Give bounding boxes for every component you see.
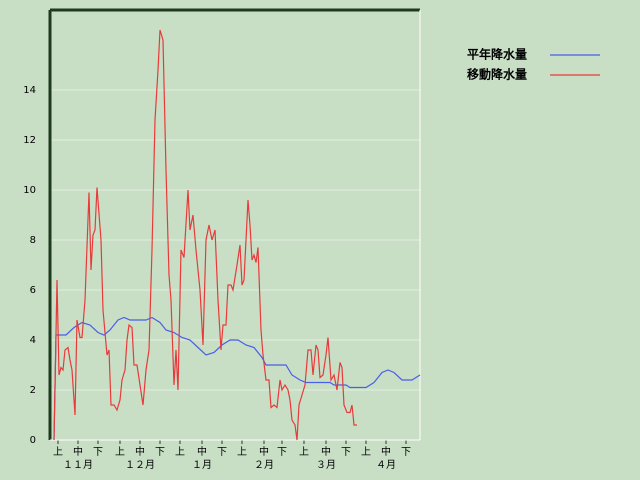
month-label: １１月	[63, 459, 93, 471]
month-label: １月	[192, 459, 212, 471]
x-tick-label: 上	[53, 446, 63, 458]
y-tick-label: 2	[30, 385, 36, 396]
x-tick-label: 上	[115, 446, 125, 458]
x-tick-label: 下	[93, 447, 103, 458]
y-tick-label: 14	[23, 85, 36, 96]
x-tick-label: 中	[321, 445, 331, 458]
y-tick-label: 0	[30, 435, 36, 446]
data-line	[53, 316, 421, 441]
month-label: ４月	[376, 459, 396, 471]
month-label: ３月	[316, 459, 336, 471]
x-tick-label: 中	[381, 445, 391, 458]
x-tick-label: 下	[155, 447, 165, 458]
y-tick-label: 6	[30, 285, 36, 296]
x-tick-label: 中	[73, 445, 83, 458]
x-tick-label: 下	[277, 447, 287, 458]
x-tick-label: 上	[175, 446, 185, 458]
y-tick-label: 12	[23, 135, 36, 146]
y-tick-label: 8	[30, 235, 36, 246]
legend-label: 移動降水量	[467, 67, 527, 82]
x-tick-label: 下	[401, 447, 411, 458]
x-tick-label: 中	[135, 445, 145, 458]
y-tick-label: 10	[23, 185, 36, 196]
month-label: ２月	[254, 459, 274, 471]
y-tick-label: 4	[30, 335, 36, 346]
x-tick-label: 上	[237, 446, 247, 458]
legend-label: 平年降水量	[467, 47, 527, 62]
x-tick-label: 下	[341, 447, 351, 458]
data-line	[53, 29, 357, 441]
x-tick-label: 上	[299, 446, 309, 458]
x-tick-label: 中	[259, 445, 269, 458]
x-tick-label: 中	[197, 445, 207, 458]
x-tick-label: 上	[361, 446, 371, 458]
x-tick-label: 下	[217, 447, 227, 458]
month-label: １２月	[125, 459, 155, 471]
